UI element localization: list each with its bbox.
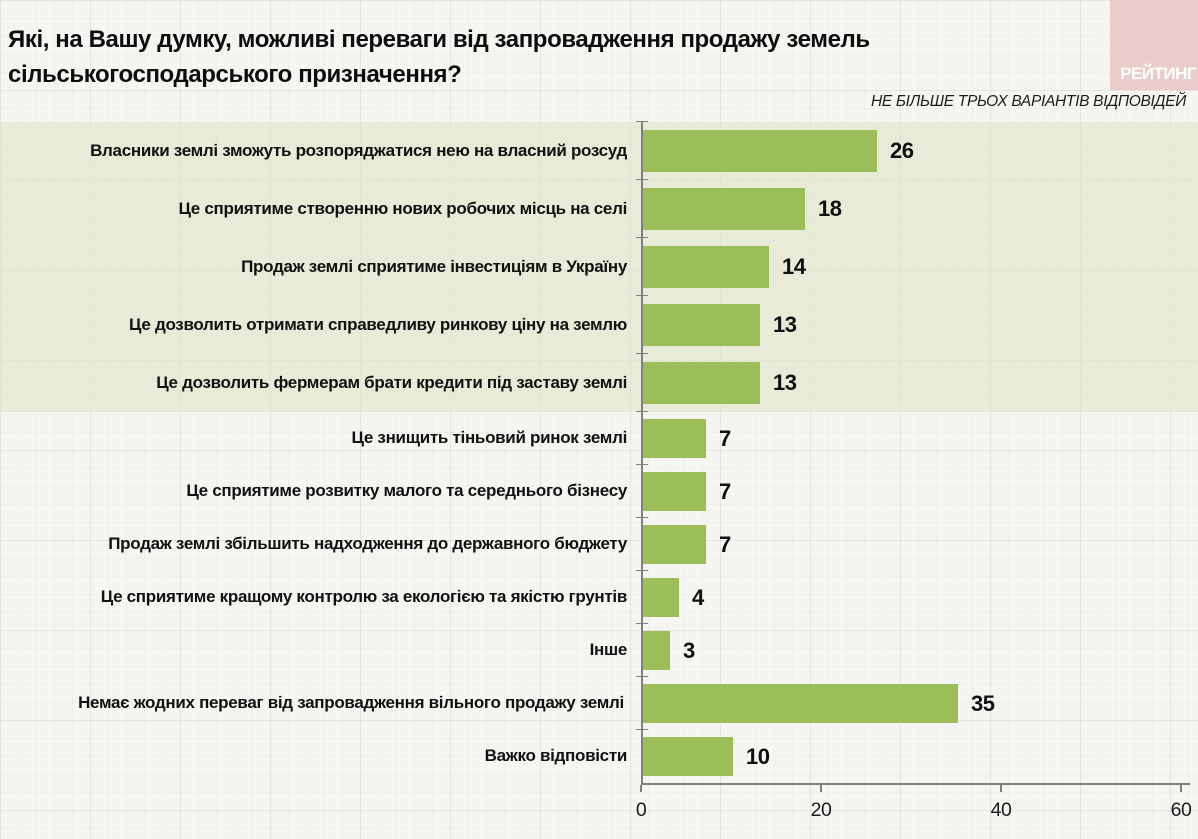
category-label: Це сприятиме кращому контролю за екологі… [100,587,628,607]
x-axis-tick-label: 20 [810,799,832,821]
chart-rows: Власники землі зможуть розпоряджатися не… [0,121,1198,783]
x-axis-tick-label: 40 [990,799,1012,821]
category-label: Це сприятиме розвитку малого та середньо… [186,481,627,501]
chart-row: Це дозволить фермерам брати кредити під … [0,353,1198,412]
value-label: 35 [971,690,995,716]
chart-row: Це сприятиме кращому контролю за екологі… [0,570,1198,624]
chart-row: Це сприятиме розвитку малого та середньо… [0,464,1198,518]
category-label: Власники землі зможуть розпоряджатися не… [90,140,627,160]
value-label: 14 [782,254,806,279]
category-label: Це знищить тіньовий ринок землі [351,428,628,448]
chart-row: Це дозволить отримати справедливу ринков… [0,295,1198,354]
chart-row: Це сприятиме створенню нових робочих міс… [0,179,1198,238]
category-label: Це дозволить фермерам брати кредити під … [156,372,627,392]
value-label: 18 [818,196,842,221]
category-label: Інше [589,640,628,660]
x-axis-tick [820,785,822,792]
value-label: 7 [719,478,731,504]
bar [643,361,760,405]
row-plot-area: 4 [636,570,1198,624]
chart-row: Продаж землі збільшить надходження до де… [0,517,1198,571]
row-plot-area: 35 [636,676,1198,730]
bar-chart: Власники землі зможуть розпоряджатися не… [0,121,1198,783]
chart-subtitle: НЕ БІЛЬШЕ ТРЬОХ ВАРІАНТІВ ВІДПОВІДЕЙ [870,93,1186,110]
row-plot-area: 10 [636,729,1198,783]
row-plot-area: 13 [636,353,1198,412]
chart-row: Власники землі зможуть розпоряджатися не… [0,121,1198,180]
bar [643,684,958,723]
chart-row: Це знищить тіньовий ринок землі 7 [0,411,1198,465]
bar [643,303,760,347]
chart-row: Продаж землі сприятиме інвестиціям в Укр… [0,237,1198,296]
rating-group-logo: РЕЙТИНГ [1110,0,1198,90]
bar [643,525,706,564]
category-label: Немає жодних переваг від запровадження в… [78,693,624,713]
bar [643,631,670,670]
category-label: Важко відповісти [484,746,628,766]
bar [643,245,769,289]
row-plot-area: 26 [636,121,1198,180]
chart-row: Немає жодних переваг від запровадження в… [0,676,1198,730]
x-axis-tick-label: 60 [1170,799,1192,821]
header: Які, на Вашу думку, можливі переваги від… [0,0,1198,122]
rating-logo-text: РЕЙТИНГ [1120,64,1196,83]
x-axis-tick [1180,785,1182,792]
bar [643,187,805,231]
row-plot-area: 7 [636,411,1198,465]
value-label: 4 [692,584,704,610]
x-axis-tick-label: 0 [635,799,647,821]
value-label: 7 [719,425,731,451]
bar [643,472,706,511]
row-plot-area: 13 [636,295,1198,354]
chart-row: Інше 3 [0,623,1198,677]
value-label: 13 [773,312,797,337]
value-label: 13 [773,370,797,395]
value-label: 7 [719,531,731,557]
bar [643,419,706,458]
value-label: 10 [746,743,770,769]
category-label: Це сприятиме створенню нових робочих міс… [178,198,627,218]
value-label: 3 [683,637,695,663]
chart-row: Важко відповісти 10 [0,729,1198,783]
row-plot-area: 3 [636,623,1198,677]
value-label: 26 [890,138,914,163]
category-label: Продаж землі сприятиме інвестиціям в Укр… [241,256,627,276]
category-label: Це дозволить отримати справедливу ринков… [129,314,627,334]
page-title: Які, на Вашу думку, можливі переваги від… [8,26,870,88]
row-plot-area: 7 [636,464,1198,518]
row-plot-area: 14 [636,237,1198,296]
x-axis-tick [640,785,642,792]
x-axis: 0 20 40 60 [636,783,1192,839]
bar [643,737,733,776]
category-label: Продаж землі збільшить надходження до де… [108,534,627,554]
x-axis-tick [1000,785,1002,792]
bar [643,578,679,617]
bar [643,129,877,173]
row-plot-area: 7 [636,517,1198,571]
row-plot-area: 18 [636,179,1198,238]
